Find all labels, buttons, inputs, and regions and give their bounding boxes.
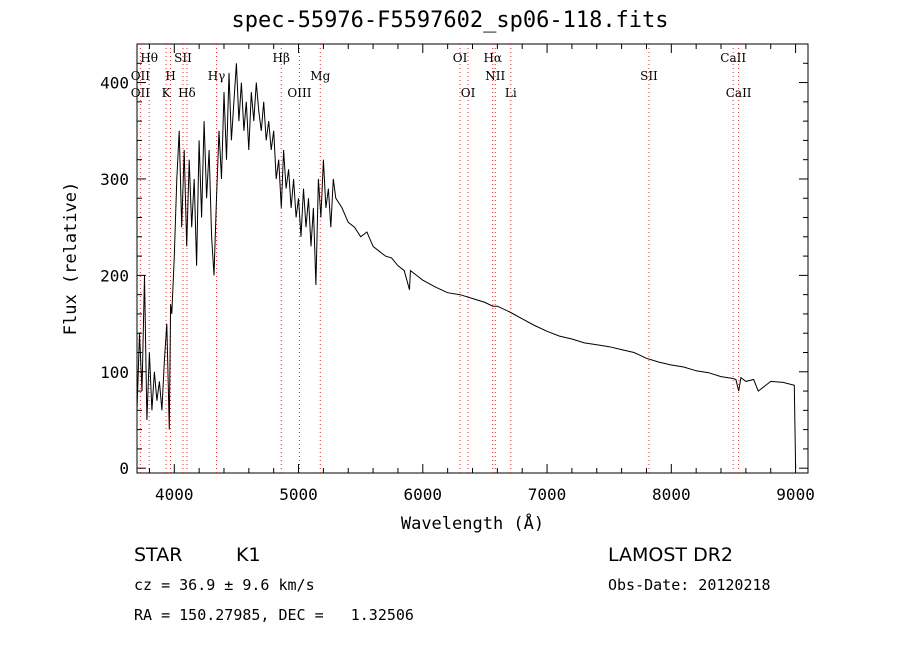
spectral-line-label: SII [174,51,192,65]
spectral-line-label: SII [640,69,658,83]
observation-date: Obs-Date: 20120218 [608,576,771,594]
spectral-line-label: Hθ [140,51,158,65]
object-class: STAR [134,544,183,566]
spectral-line-label: OI [453,51,468,65]
spectrum-line [136,63,797,469]
redshift-velocity: cz = 36.9 ± 9.6 km/s [134,576,315,594]
x-tick-label: 7000 [528,485,567,504]
coordinates: RA = 150.27985, DEC = 1.32506 [134,606,414,624]
y-tick-label: 100 [100,363,129,382]
spectral-line-label: Mg [310,69,330,83]
x-tick-label: 5000 [279,485,318,504]
y-tick-label: 400 [100,74,129,93]
spectral-line-label: CaII [726,86,752,100]
y-tick-label: 300 [100,170,129,189]
y-tick-label: 0 [119,459,129,478]
spectral-line-label: K [162,86,172,100]
x-tick-label: 8000 [652,485,691,504]
spectral-line-label: OI [461,86,476,100]
spectral-line-label: NII [485,69,505,83]
spectral-line-label: OII [131,86,151,100]
y-axis-label: Flux (relative) [61,182,81,336]
spectral-line-label: Hα [483,51,502,65]
spectral-line-label: OIII [287,86,311,100]
spectral-line-label: OII [131,69,151,83]
x-tick-label: 9000 [776,485,815,504]
spectral-line-label: Li [505,86,517,100]
x-tick-label: 4000 [155,485,194,504]
y-tick-label: 200 [100,266,129,285]
object-subclass: K1 [236,544,261,566]
x-tick-label: 6000 [404,485,443,504]
x-axis-label: Wavelength (Å) [401,512,544,534]
spectral-line-label: Hδ [178,86,196,100]
spectral-line-label: Hβ [273,51,290,65]
plot-frame [136,43,809,474]
spectral-line-label: H [165,69,175,83]
chart-title: spec-55976-F5597602_sp06-118.fits [231,8,669,33]
spectral-line-label: Hγ [208,69,226,83]
survey-name: LAMOST DR2 [608,544,733,566]
spectral-line-label: CaII [720,51,746,65]
